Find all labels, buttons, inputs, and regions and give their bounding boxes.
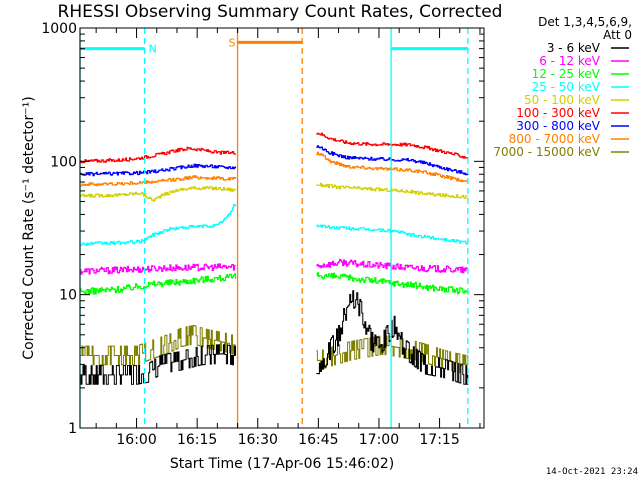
series-line-2-seg-2: [316, 258, 468, 274]
series-line-1-seg-1: [80, 344, 236, 385]
y-tick-label-2: 10: [59, 288, 77, 304]
legend-label-6: 100 - 300 keV: [516, 106, 600, 120]
series-line-4-seg-2: [316, 224, 469, 245]
legend-label-2: 6 - 12 keV: [539, 54, 601, 68]
legend-label-8: 800 - 7000 keV: [509, 132, 601, 146]
series-line-9-seg-2: [316, 335, 469, 374]
series-line-8-seg-2: [316, 151, 469, 184]
x-tick-label-6: 17:15: [419, 432, 459, 448]
y-tick-label-3: 100: [50, 154, 77, 170]
legend-label-4: 25 - 50 keV: [532, 80, 601, 94]
legend-label-9: 7000 - 15000 keV: [493, 145, 600, 159]
x-tick-label-3: 16:30: [238, 432, 278, 448]
series-line-1-seg-2: [316, 290, 469, 385]
series-line-5-seg-2: [316, 182, 469, 199]
x-tick-label-2: 16:15: [177, 432, 217, 448]
series-line-6-seg-1: [80, 146, 237, 164]
series-line-6-seg-2: [316, 132, 469, 159]
series-line-9-seg-1: [80, 325, 236, 366]
x-tick-label-4: 16:45: [298, 432, 338, 448]
y-tick-label-4: 1000: [41, 21, 77, 37]
series-line-3-seg-2: [316, 272, 469, 295]
series-line-7-seg-2: [316, 145, 469, 176]
series-line-4-seg-1: [80, 204, 237, 246]
legend-header-line-1: Det 1,3,4,5,6,9,: [538, 15, 632, 29]
legend-label-3: 12 - 25 keV: [532, 67, 601, 81]
interval-label-s: S: [229, 36, 236, 49]
series-line-3-seg-1: [80, 273, 237, 295]
footer-timestamp: 14-Oct-2021 23:24: [546, 467, 638, 477]
x-axis-label: Start Time (17-Apr-06 15:46:02): [170, 456, 394, 472]
x-tick-label-5: 17:00: [359, 432, 399, 448]
series-line-5-seg-1: [80, 186, 237, 202]
y-tick-label-1: 1: [68, 421, 77, 437]
legend-label-1: 3 - 6 keV: [547, 41, 601, 55]
interval-label-n: N: [149, 43, 157, 56]
legend-header-line-2: Att 0: [603, 28, 632, 42]
series-line-2-seg-1: [80, 263, 237, 275]
x-tick-label-1: 16:00: [116, 432, 156, 448]
y-axis-label: Corrected Count Rate (s⁻¹ detector⁻¹): [21, 96, 37, 359]
plot-frame: [79, 27, 485, 429]
series-line-8-seg-1: [80, 175, 237, 187]
legend-label-5: 50 - 100 keV: [524, 93, 601, 107]
tick-layer: 16:00 16:15 16:30 16:45 17:00 17:15 1 10 100 1000: [41, 21, 484, 448]
series-layer: [80, 132, 469, 385]
legend-label-7: 300 - 800 keV: [516, 119, 600, 133]
series-line-7-seg-1: [80, 163, 237, 177]
chart-title: RHESSI Observing Summary Count Rates, Co…: [58, 2, 503, 22]
